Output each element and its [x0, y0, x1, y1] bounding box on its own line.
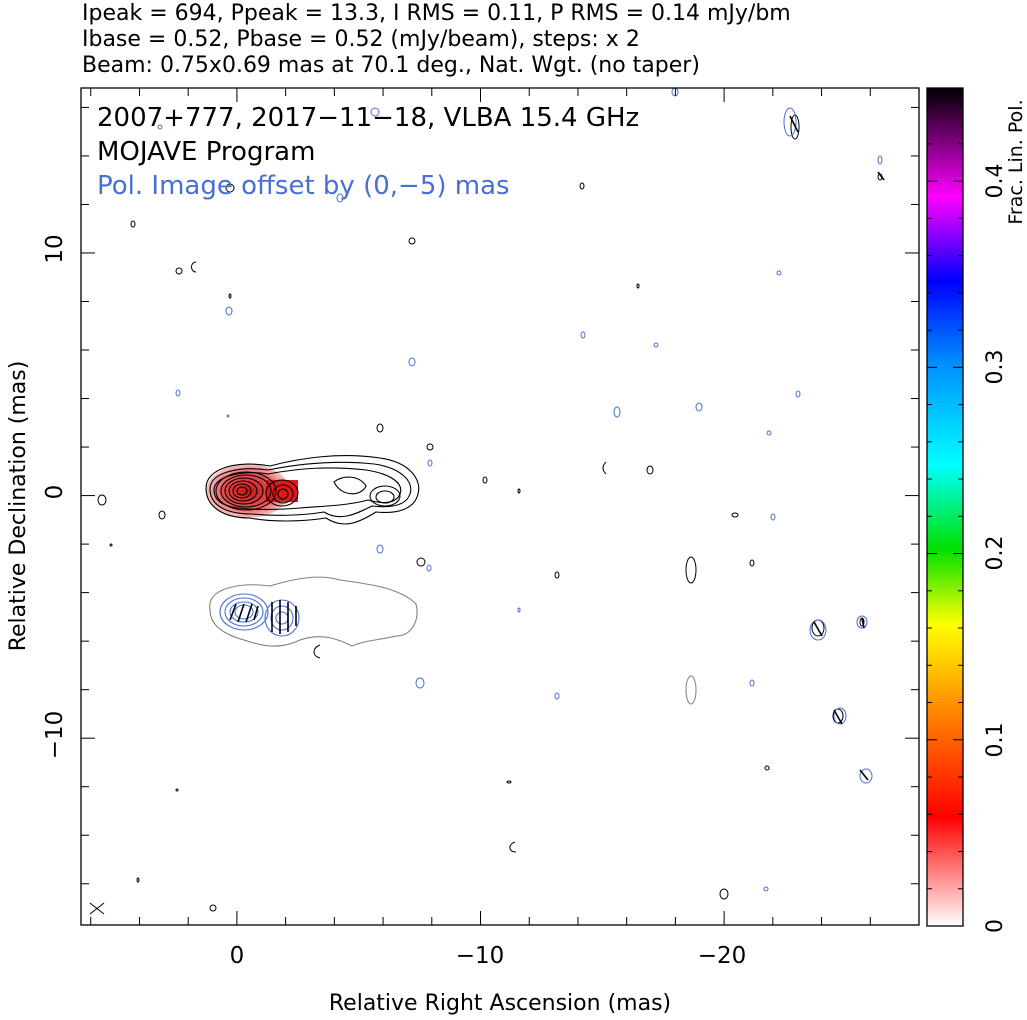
- header-beam-line: Beam: 0.75x0.69 mas at 70.1 deg., Nat. W…: [82, 53, 700, 78]
- colorbar-tick-0.4: 0.4: [983, 164, 1008, 199]
- program-name: MOJAVE Program: [97, 137, 316, 167]
- stokes-i-contours: [205, 455, 420, 525]
- plot-frame: [80, 87, 920, 926]
- colorbar-ticks: [927, 106, 963, 927]
- x-tick-label-neg10: −10: [456, 943, 505, 969]
- pol-offset-note: Pol. Image offset by (0,−5) mas: [97, 171, 510, 201]
- polarization-contours: [209, 576, 418, 647]
- colorbar-tick-0.3: 0.3: [983, 350, 1008, 385]
- noise-contours-gray: [685, 675, 697, 705]
- x-tick-label-0: 0: [230, 943, 245, 969]
- colorbar-tick-0.2: 0.2: [983, 536, 1008, 571]
- colorbar-label: Frac. Lin. Pol.: [1005, 99, 1027, 224]
- noise-contours-blue: [157, 87, 883, 892]
- colorbar-tick-0: 0: [983, 919, 1008, 933]
- y-tick-label-0: 0: [42, 485, 68, 500]
- noise-evpa-ticks: [789, 115, 885, 781]
- axis-ticks: [81, 88, 920, 925]
- colorbar-tick-0.1: 0.1: [983, 723, 1008, 758]
- source-title: 2007+777, 2017−11−18, VLBA 15.4 GHz: [97, 103, 640, 133]
- colorbar: [926, 87, 964, 927]
- y-axis-label: Relative Declination (mas): [6, 361, 31, 652]
- x-tick-label-neg20: −20: [698, 943, 747, 969]
- x-axis-label: Relative Right Ascension (mas): [329, 991, 671, 1016]
- header-peak-line: Ipeak = 694, Ppeak = 13.3, I RMS = 0.11,…: [82, 1, 791, 26]
- y-tick-label-10: 10: [42, 234, 68, 263]
- y-tick-label-neg10: −10: [42, 711, 68, 760]
- noise-contours-black: [89, 114, 883, 915]
- header-base-line: Ibase = 0.52, Pbase = 0.52 (mJy/beam), s…: [82, 27, 640, 52]
- frac-pol-colormap: [206, 464, 298, 518]
